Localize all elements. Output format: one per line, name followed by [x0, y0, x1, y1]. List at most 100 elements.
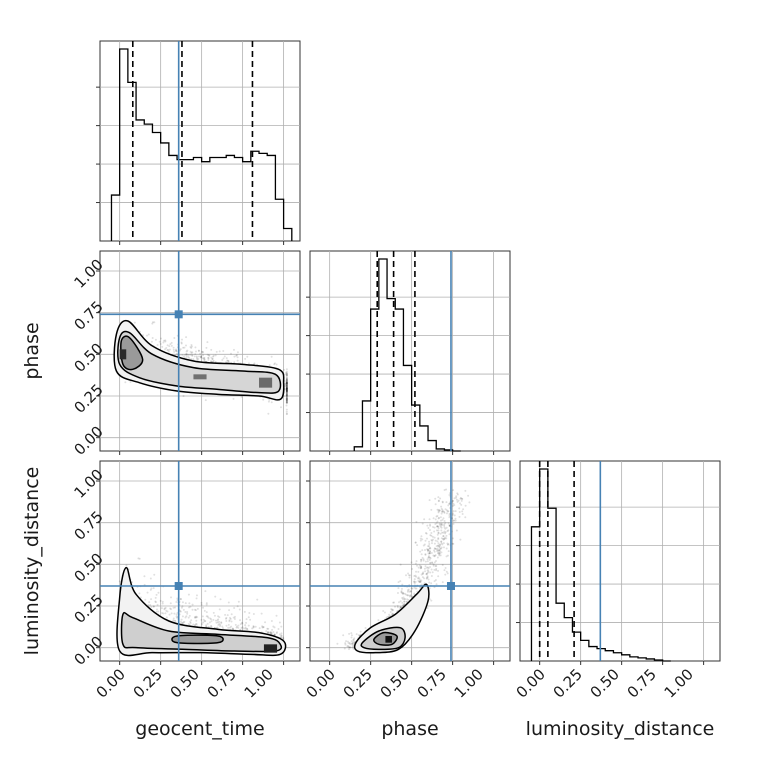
sample-point — [427, 578, 430, 581]
sample-point — [428, 598, 431, 601]
sample-point — [435, 547, 438, 550]
sample-point — [179, 349, 182, 352]
sample-point — [247, 362, 250, 365]
y-axis-label-luminosity-distance: luminosity_distance — [21, 467, 43, 656]
sample-point — [440, 505, 443, 508]
sample-point — [435, 564, 438, 567]
sample-point — [467, 494, 470, 497]
sample-point — [285, 372, 288, 375]
sample-point — [138, 592, 141, 595]
sample-point — [459, 502, 462, 505]
sample-point — [196, 607, 199, 610]
sample-point — [460, 497, 463, 500]
sample-point — [285, 408, 288, 411]
sample-point — [424, 553, 427, 556]
contour-level-3 — [171, 634, 224, 645]
sample-point — [207, 354, 210, 357]
sample-point — [391, 612, 394, 615]
sample-point — [285, 395, 288, 398]
sample-point — [192, 358, 195, 361]
sample-point — [423, 543, 426, 546]
sample-point — [222, 357, 225, 360]
sample-point — [211, 355, 214, 358]
sample-point — [440, 523, 443, 526]
sample-point — [399, 605, 402, 608]
x-tick-label: 0.00 — [93, 665, 129, 701]
sample-point — [386, 615, 389, 618]
sample-point — [285, 397, 288, 400]
sample-point — [280, 625, 283, 628]
sample-point — [218, 622, 221, 625]
sample-point — [285, 385, 288, 388]
sample-point — [285, 398, 288, 401]
sample-point — [428, 540, 431, 543]
sample-point — [443, 523, 446, 526]
x-tick-label: 0.50 — [377, 665, 413, 701]
sample-point — [285, 389, 288, 392]
sample-point — [351, 642, 354, 645]
sample-point — [451, 505, 454, 508]
sample-point — [179, 620, 182, 623]
sample-point — [417, 570, 420, 573]
sample-point — [426, 549, 429, 552]
sample-point — [389, 611, 392, 614]
sample-point — [447, 504, 450, 507]
sample-point — [156, 603, 159, 606]
sample-point — [199, 352, 202, 355]
sample-point — [432, 517, 435, 520]
sample-point — [168, 613, 171, 616]
sample-point — [431, 539, 434, 542]
y-axis-label-phase: phase — [21, 322, 43, 379]
sample-point — [163, 608, 166, 611]
sample-point — [440, 512, 443, 515]
sample-point — [194, 346, 197, 349]
sample-point — [410, 587, 413, 590]
sample-point — [428, 587, 431, 590]
panel-phase-vs-geocent-time — [99, 250, 301, 452]
sample-point — [189, 620, 192, 623]
sample-point — [188, 602, 191, 605]
sample-point — [285, 386, 288, 389]
truth-marker — [446, 582, 455, 590]
x-tick-label: 0.75 — [204, 665, 240, 701]
sample-point — [434, 565, 437, 568]
sample-point — [186, 349, 189, 352]
sample-point — [421, 572, 424, 575]
sample-point — [419, 550, 422, 553]
sample-point — [192, 623, 195, 626]
sample-point — [202, 354, 205, 357]
sample-point — [200, 355, 203, 358]
sample-point — [285, 382, 288, 385]
sample-point — [203, 357, 206, 360]
sample-point — [399, 606, 402, 609]
sample-point — [285, 391, 288, 394]
sample-point — [429, 562, 432, 565]
sample-point — [285, 389, 288, 392]
sample-point — [455, 495, 458, 498]
sample-point — [227, 623, 230, 626]
sample-point — [137, 557, 140, 560]
x-tick-label: 0.25 — [130, 665, 166, 701]
sample-point — [227, 626, 230, 629]
sample-point — [260, 612, 263, 615]
sample-point — [448, 502, 451, 505]
sample-point — [441, 531, 444, 534]
sample-point — [204, 399, 207, 402]
contour-level-3 — [120, 335, 144, 371]
sample-point — [421, 549, 424, 552]
sample-point — [125, 564, 128, 567]
sample-point — [420, 558, 423, 561]
sample-point — [418, 580, 421, 583]
contour-level-2 — [117, 330, 282, 394]
sample-point — [464, 504, 467, 507]
sample-point — [396, 605, 399, 608]
sample-point — [185, 352, 188, 355]
sample-point — [165, 609, 168, 612]
sample-point — [453, 497, 456, 500]
sample-point — [445, 537, 448, 540]
sample-point — [437, 549, 440, 552]
sample-point — [401, 583, 404, 586]
sample-point — [195, 615, 198, 618]
sample-point — [201, 350, 204, 353]
sample-point — [285, 382, 288, 385]
